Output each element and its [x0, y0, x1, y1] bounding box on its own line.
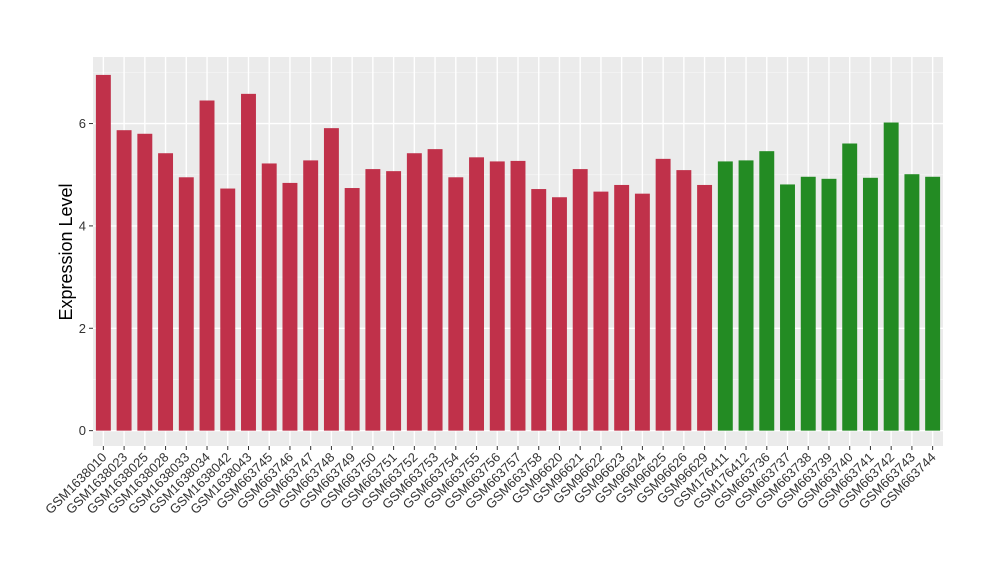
bar-GSM176411 — [717, 161, 733, 431]
bar-GSM663741 — [862, 177, 878, 431]
bar-GSM663752 — [406, 153, 422, 431]
bar-GSM663758 — [531, 189, 547, 431]
bar-GSM96622 — [593, 191, 609, 431]
y-tick-label: 0 — [79, 423, 86, 438]
bar-GSM1638043 — [241, 93, 256, 431]
bar-GSM663750 — [365, 169, 381, 431]
bar-GSM1638028 — [158, 153, 174, 431]
y-tick-label: 6 — [79, 116, 86, 131]
bar-GSM1638025 — [137, 133, 153, 431]
bar-GSM663745 — [261, 163, 277, 431]
bar-GSM1638034 — [199, 100, 215, 431]
bar-GSM663736 — [759, 151, 775, 431]
bar-GSM663742 — [883, 122, 899, 431]
bar-GSM1638023 — [116, 130, 132, 431]
bar-GSM96621 — [572, 169, 588, 431]
bar-GSM663737 — [780, 184, 795, 431]
bar-GSM96623 — [614, 184, 630, 431]
y-axis-title: Expression Level — [56, 183, 76, 320]
bar-GSM663739 — [821, 178, 837, 431]
bar-GSM663744 — [925, 176, 941, 431]
y-tick-label: 4 — [79, 218, 86, 233]
y-axis-ticks: 0 2 4 6 — [79, 116, 93, 438]
y-tick-label: 2 — [79, 321, 86, 336]
bar-GSM663748 — [323, 128, 339, 431]
bar-GSM176412 — [738, 160, 754, 431]
bar-GSM663740 — [842, 143, 858, 431]
bar-GSM96629 — [697, 184, 713, 431]
bar-GSM663754 — [448, 177, 464, 431]
bar-GSM96626 — [676, 170, 692, 431]
bar-GSM1638010 — [95, 74, 111, 431]
bar-GSM663756 — [489, 161, 505, 431]
bar-GSM663747 — [303, 160, 319, 431]
x-axis-ticks: GSM1638010GSM1638023GSM1638025GSM1638028… — [42, 446, 939, 517]
bar-GSM1638033 — [178, 177, 194, 431]
bar-GSM96620 — [552, 197, 567, 431]
bars — [95, 74, 941, 431]
bar-GSM96625 — [655, 158, 671, 431]
bar-GSM663751 — [386, 171, 402, 431]
bar-GSM663757 — [510, 160, 526, 431]
bar-GSM663738 — [800, 176, 816, 431]
bar-GSM663753 — [427, 149, 443, 431]
bar-GSM1638042 — [220, 188, 236, 431]
bar-GSM663755 — [469, 157, 484, 431]
bar-GSM663743 — [904, 174, 920, 431]
bar-GSM96624 — [634, 193, 650, 431]
bar-GSM663746 — [282, 182, 298, 431]
bar-GSM663749 — [344, 188, 360, 431]
